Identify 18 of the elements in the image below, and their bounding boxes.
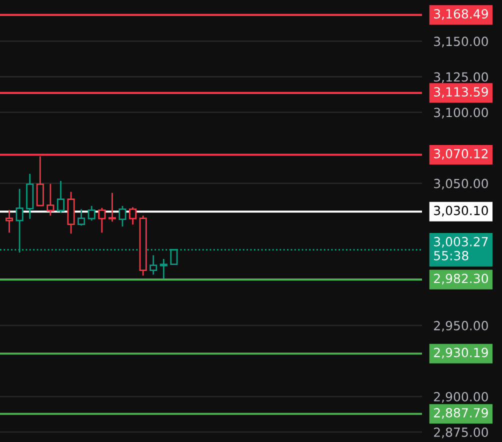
- y-tick-label: 3,125.00: [434, 72, 488, 83]
- y-tick-label: 3,100.00: [434, 108, 488, 118]
- ref-line-label: 3,113.59: [434, 87, 488, 98]
- y-tick-label: 2,950.00: [434, 320, 488, 332]
- ref-line-label: 2,887.79: [434, 408, 488, 419]
- candlestick: [160, 258, 168, 280]
- candlestick: [26, 173, 34, 220]
- ref-line-label: 3,003.27 55:38: [434, 236, 488, 260]
- ref-line-label: 3,030.10: [434, 206, 488, 217]
- ref-line-label: 2,930.19: [434, 348, 488, 359]
- y-tick-label: 2,875.00: [434, 428, 488, 438]
- candlestick: [5, 209, 14, 234]
- y-tick-label: 2,900.00: [434, 392, 488, 403]
- ref-line-label: 3,168.49: [434, 9, 488, 20]
- y-tick-label: 3,150.00: [434, 36, 488, 48]
- ref-line-label: 2,982.30: [434, 274, 488, 284]
- y-tick-label: 3,050.00: [434, 178, 488, 190]
- ref-line-label: 3,070.12: [434, 148, 488, 160]
